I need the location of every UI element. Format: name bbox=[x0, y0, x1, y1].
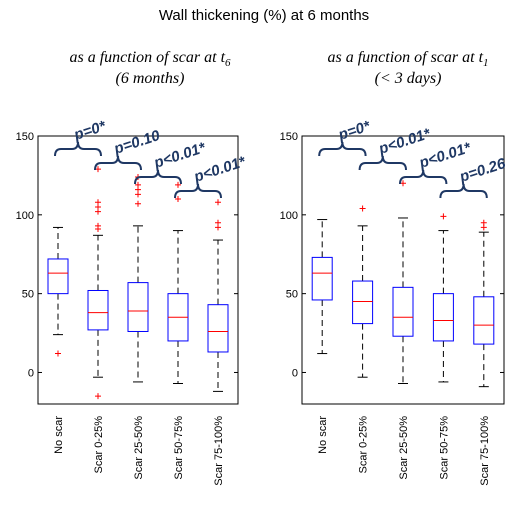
outlier-point bbox=[95, 199, 101, 206]
subtitle: as a function of scar at t1 bbox=[327, 49, 488, 69]
box-3 bbox=[432, 213, 454, 383]
category-label: Scar 50-75% bbox=[438, 416, 450, 480]
outlier-point bbox=[480, 219, 487, 226]
outlier-point bbox=[440, 213, 447, 220]
y-tick-label: 150 bbox=[16, 131, 34, 143]
iqr-box bbox=[392, 286, 414, 337]
figure-title: Wall thickening (%) at 6 months bbox=[159, 7, 369, 24]
outlier-point bbox=[135, 181, 141, 188]
category-label: Scar 25-50% bbox=[133, 416, 145, 480]
box-4 bbox=[473, 219, 495, 388]
category-label: Scar 0-25% bbox=[93, 416, 105, 474]
box-4 bbox=[207, 199, 229, 392]
box-2 bbox=[127, 173, 149, 383]
axes-frame bbox=[301, 135, 505, 405]
subtitle-subscript: 6 bbox=[225, 57, 231, 69]
y-tick-label: 150 bbox=[280, 131, 298, 143]
y-tick-label: 0 bbox=[292, 367, 298, 379]
box-0 bbox=[47, 226, 69, 357]
p-value-label: p=0* bbox=[71, 117, 109, 144]
category-label: Scar 25-50% bbox=[398, 416, 410, 480]
y-tick-label: 0 bbox=[28, 367, 34, 379]
p-value-label: p=0* bbox=[335, 117, 373, 144]
comparison-bracket bbox=[318, 141, 367, 157]
subtitle-line2: (< 3 days) bbox=[375, 70, 442, 87]
box-1 bbox=[87, 166, 109, 400]
iqr-box bbox=[87, 289, 109, 331]
y-tick-label: 100 bbox=[16, 210, 34, 222]
iqr-box bbox=[473, 296, 495, 345]
subtitle-text: as a function of scar at t bbox=[327, 49, 483, 66]
comparison-bracket bbox=[399, 169, 448, 185]
box-2 bbox=[392, 180, 414, 385]
subtitle-line2: (6 months) bbox=[116, 70, 185, 87]
subtitle-subscript: 1 bbox=[483, 57, 489, 69]
iqr-box bbox=[432, 293, 454, 342]
comparison-bracket bbox=[134, 169, 182, 185]
comparison-bracket bbox=[174, 183, 222, 199]
outlier-point bbox=[95, 222, 101, 229]
outlier-point bbox=[215, 219, 221, 226]
iqr-box bbox=[352, 280, 374, 325]
iqr-box bbox=[47, 258, 69, 295]
outlier-point bbox=[175, 181, 181, 188]
p-value-label: p=0.10 bbox=[111, 127, 163, 158]
subtitle: as a function of scar at t6 bbox=[69, 49, 231, 69]
outlier-point bbox=[175, 196, 181, 203]
subtitle-text: as a function of scar at t bbox=[69, 49, 225, 66]
outlier-point bbox=[359, 205, 366, 212]
y-tick-label: 100 bbox=[280, 210, 298, 222]
comparison-bracket bbox=[94, 155, 142, 171]
category-label: Scar 0-25% bbox=[358, 416, 370, 474]
y-tick-label: 50 bbox=[286, 289, 298, 301]
outlier-point bbox=[135, 200, 141, 207]
category-label: No scar bbox=[53, 416, 65, 454]
p-value-label: p=0.26 bbox=[457, 155, 509, 186]
outlier-point bbox=[95, 393, 101, 400]
category-label: Scar 75-100% bbox=[479, 416, 491, 486]
iqr-box bbox=[207, 304, 229, 353]
category-label: Scar 50-75% bbox=[173, 416, 185, 480]
outlier-point bbox=[215, 199, 221, 206]
category-label: No scar bbox=[317, 416, 329, 454]
box-1 bbox=[352, 205, 374, 378]
comparison-bracket bbox=[54, 141, 102, 157]
category-label: Scar 75-100% bbox=[213, 416, 225, 486]
outlier-point bbox=[55, 350, 61, 357]
left-panel: as a function of scar at t6(6 months)050… bbox=[16, 49, 249, 486]
y-tick-label: 50 bbox=[22, 289, 34, 301]
comparison-bracket bbox=[439, 183, 488, 199]
axes-frame bbox=[37, 135, 239, 405]
comparison-bracket bbox=[358, 155, 407, 171]
iqr-box bbox=[311, 256, 333, 301]
iqr-box bbox=[127, 282, 149, 332]
right-panel: as a function of scar at t1(< 3 days)050… bbox=[280, 49, 509, 486]
box-3 bbox=[167, 181, 189, 385]
box-0 bbox=[311, 219, 333, 355]
